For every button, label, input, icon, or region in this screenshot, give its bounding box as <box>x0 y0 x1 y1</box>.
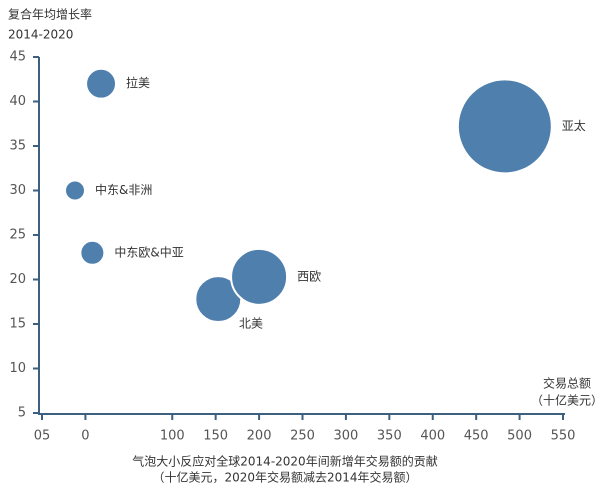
y-tick-label: 10 <box>9 361 26 376</box>
bubble-label: 中东&非洲 <box>95 182 152 197</box>
x-tick-label: 500 <box>507 429 532 444</box>
y-tick-label: 45 <box>9 50 26 65</box>
y-tick-label: 25 <box>9 228 26 243</box>
size-title: 交易总额 <box>543 376 591 391</box>
bubble-label: 拉美 <box>126 75 150 90</box>
bubble-label: 西欧 <box>297 269 321 283</box>
bubble <box>456 78 553 175</box>
x-tick-label: 05 <box>34 429 51 444</box>
x-tick-label: 300 <box>334 429 359 444</box>
bubble <box>85 67 118 100</box>
x-tick-label: 400 <box>420 429 445 444</box>
bubble <box>63 179 86 202</box>
y-tick-label: 40 <box>9 94 26 109</box>
x-subtitle: （十亿美元，2020年交易额减去2014年交易额） <box>152 470 417 485</box>
bubble <box>230 247 289 306</box>
x-tick-label: 450 <box>464 429 489 444</box>
bubble-label: 北美 <box>239 317 263 331</box>
x-title: 气泡大小反应对全球2014-2020年间新增年交易额的贡献 <box>132 454 437 469</box>
y-tick-label: 35 <box>9 139 26 154</box>
y-tick-label: 30 <box>9 183 26 198</box>
bubble-label: 亚太 <box>562 118 586 133</box>
y-subtitle: 2014-2020 <box>8 28 73 42</box>
x-tick-label: 150 <box>203 429 228 444</box>
bubble-label: 中东欧&中亚 <box>114 244 183 259</box>
x-tick-label: 550 <box>551 429 576 444</box>
y-tick-label: 20 <box>9 272 26 287</box>
y-title: 复合年均增长率 <box>8 7 92 22</box>
bubble <box>79 239 106 266</box>
x-tick-label: 250 <box>290 429 315 444</box>
x-tick-label: 100 <box>160 429 185 444</box>
size-unit: （十亿美元） <box>531 393 598 408</box>
y-tick-label: 15 <box>9 317 26 332</box>
y-tick-label: 5 <box>18 406 26 421</box>
x-tick-label: 350 <box>377 429 402 444</box>
x-tick-label: 0 <box>81 429 89 444</box>
x-tick-label: 200 <box>247 429 272 444</box>
